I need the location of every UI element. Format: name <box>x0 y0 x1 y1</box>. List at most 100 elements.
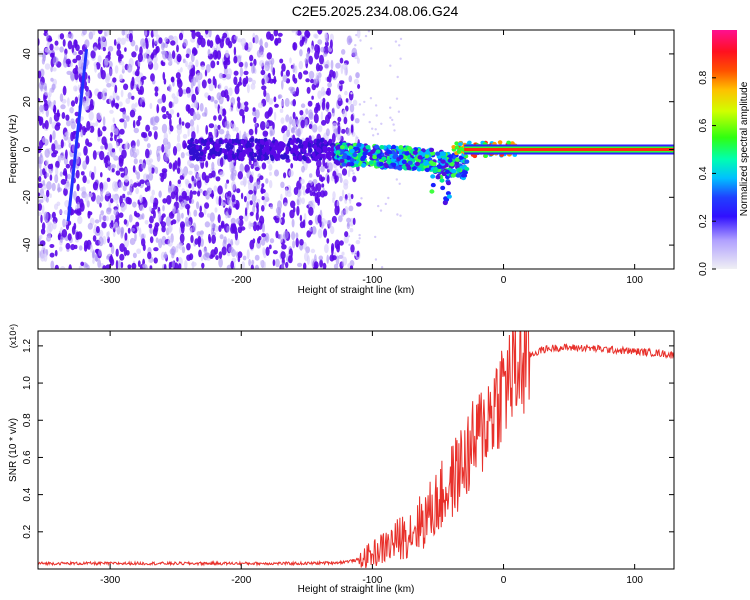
spectrogram-noise-dot <box>52 67 57 72</box>
spectrogram-noise-dot <box>38 211 42 216</box>
spectrogram-noise-dot <box>327 162 333 172</box>
spectrogram-band-dot <box>250 156 255 161</box>
spectrogram-noise-dot <box>341 189 345 199</box>
spectrogram-cluster-dot <box>456 167 462 172</box>
spectrogram-noise-dot <box>153 257 158 264</box>
spectrogram-noise-dot <box>280 193 283 201</box>
spectrogram-noise-dot <box>200 65 205 71</box>
spectrogram-noise-dot <box>312 179 318 185</box>
spectrogram-noise-dot <box>196 201 200 210</box>
spectrogram-noise-dot <box>44 85 47 92</box>
spectrogram-noise-dot <box>89 244 94 253</box>
spectrogram-noise-dot <box>339 177 343 183</box>
spectrogram-cluster-dot <box>441 151 447 157</box>
spectrogram-noise-dot <box>120 227 124 237</box>
spectrogram-noise-dot <box>320 46 325 53</box>
spectrogram-noise-dot <box>199 205 202 213</box>
spectrogram-noise-dot <box>135 187 140 195</box>
spectrogram-noise-dot <box>92 181 99 191</box>
snr-x-tick-label: -100 <box>362 575 382 586</box>
spectrogram-noise-dot <box>57 187 62 193</box>
spectrogram-band-dot <box>195 144 200 150</box>
spectrogram-noise-dot <box>77 216 83 225</box>
spectrogram-noise-dot <box>330 226 335 235</box>
spectrogram-cluster-dot <box>349 148 355 154</box>
spectrogram-noise-dot <box>201 79 207 89</box>
spectrogram-noise-dot <box>272 67 276 76</box>
spectrogram-cluster-dot <box>440 159 446 164</box>
spectrogram-cluster-dot <box>370 149 376 154</box>
spectrogram-band-dot <box>242 143 247 149</box>
spectrogram-faint-dot <box>355 33 358 37</box>
spectrogram-noise-dot <box>316 159 322 168</box>
spectrogram-noise-dot <box>127 227 131 234</box>
spectrogram-noise-dot <box>211 234 217 244</box>
spectrogram-noise-dot <box>132 252 137 259</box>
spectrogram-noise-dot <box>63 187 68 196</box>
spectrogram-noise-dot <box>141 213 145 220</box>
spectrogram-noise-dot <box>125 115 130 122</box>
spectrogram-noise-dot <box>301 30 304 34</box>
spectrogram-noise-dot <box>356 202 362 207</box>
spectrogram-noise-dot <box>90 50 96 59</box>
spectrogram-noise-dot <box>280 70 284 77</box>
spectrogram-noise-dot <box>332 122 337 129</box>
spectrogram-band-dot <box>211 154 216 160</box>
spectrogram-cluster-dot <box>428 160 434 165</box>
spectrogram-noise-dot <box>175 72 181 79</box>
spectrogram-noise-dot <box>332 71 336 79</box>
spectrogram-noise-dot <box>272 259 276 267</box>
spectrogram-noise-dot <box>279 58 284 64</box>
spectrogram-noise-dot <box>114 221 119 231</box>
spectrogram-noise-dot <box>344 206 349 215</box>
spectrogram-noise-dot <box>281 80 284 90</box>
spectrogram-noise-dot <box>273 30 279 37</box>
spectrogram-cluster-dot <box>458 155 464 160</box>
spectrogram-noise-dot <box>139 204 145 211</box>
spectrogram-noise-dot <box>54 264 59 269</box>
spectrogram-noise-dot <box>123 120 127 129</box>
spectrogram-noise-dot <box>53 104 56 115</box>
spectrogram-noise-dot <box>47 37 53 42</box>
spectrogram-x-tick-label: -100 <box>362 275 382 286</box>
spectrogram-noise-dot <box>158 238 163 249</box>
spectrogram-noise-dot <box>338 254 344 259</box>
spectrogram-x-tick-label: 0 <box>501 275 507 286</box>
spectrogram-noise-dot <box>54 174 59 184</box>
spectrogram-noise-dot <box>168 57 173 66</box>
spectrogram-noise-dot <box>75 231 80 241</box>
spectrogram-noise-dot <box>170 191 176 200</box>
spectrogram-noise-dot <box>54 40 59 46</box>
spectrogram-noise-dot <box>255 202 259 210</box>
spectrogram-noise-dot <box>38 199 44 204</box>
spectrogram-noise-dot <box>197 36 202 46</box>
spectrogram-noise-dot <box>118 158 124 167</box>
spectrogram-noise-dot <box>178 32 184 41</box>
spectrogram-cluster-dot <box>375 149 381 154</box>
spectrogram-band-dot <box>303 144 308 150</box>
spectrogram-noise-dot <box>46 221 52 226</box>
spectrogram-noise-dot <box>128 214 133 223</box>
spectrogram-noise-dot <box>291 118 296 127</box>
snr-y-ticks: 0.2 0.4 0.6 0.8 1.0 1.2 <box>22 338 674 539</box>
spectrogram-noise-dot <box>229 107 234 113</box>
spectrogram-noise-dot <box>254 126 258 135</box>
spectrogram-noise-dot <box>41 192 45 201</box>
spectrogram-noise-dot <box>136 182 142 187</box>
spectrogram-noise-dot <box>104 142 108 150</box>
spectrogram-noise-dot <box>92 249 95 258</box>
spectrogram-noise-dot <box>260 186 264 195</box>
spectrogram-noise-dot <box>192 111 197 121</box>
spectrogram-noise-dot <box>187 92 191 98</box>
spectrogram-noise-dot <box>260 121 266 131</box>
spectrogram-noise-dot <box>319 219 322 228</box>
spectrogram-noise-dot <box>212 49 219 60</box>
spectrogram-noise-dot <box>67 137 72 144</box>
spectrogram-noise-dot <box>136 139 140 147</box>
spectrogram-noise-dot <box>290 200 296 209</box>
spectrogram-noise-dot <box>162 50 168 60</box>
spectrogram-band-dot <box>316 147 320 153</box>
spectrogram-noise-dot <box>38 81 44 90</box>
spectrogram-noise-dot <box>264 41 269 49</box>
spectrogram-noise-dot <box>70 100 76 107</box>
